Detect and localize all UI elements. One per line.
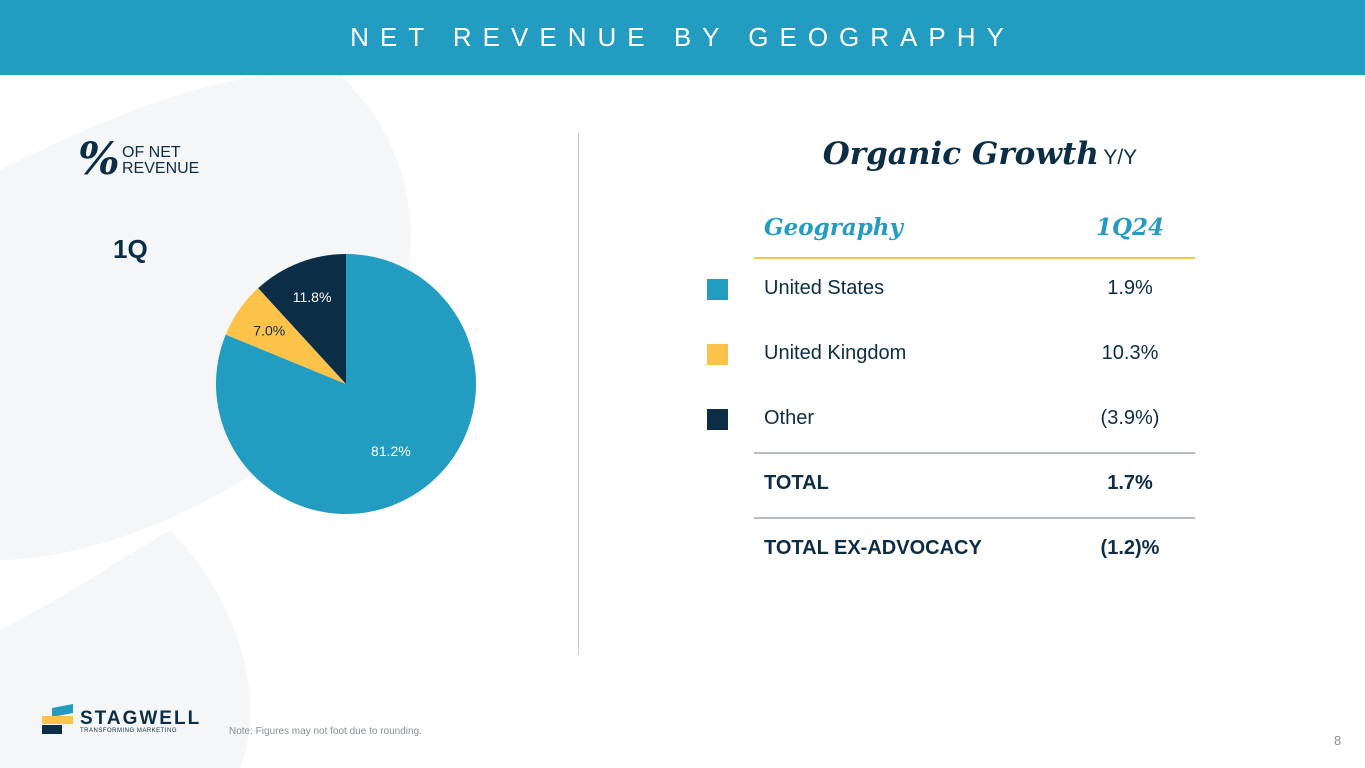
column-header-geography: Geography (764, 214, 903, 241)
pie-slice-uk (225, 288, 346, 384)
row-name: United States (764, 277, 885, 299)
organic-growth-suffix: Y/Y (1103, 146, 1138, 169)
total-rule (754, 452, 1195, 454)
total-ex-advocacy-value: (1.2)% (1100, 537, 1160, 559)
footnote: Note: Figures may not foot due to roundi… (229, 726, 422, 737)
column-header-1q24: 1Q24 (1095, 214, 1165, 241)
logo-tagline: TRANSFORMING MARKETING (80, 728, 178, 734)
vertical-divider (578, 133, 579, 655)
logo-wordmark: STAGWELL (80, 708, 202, 729)
pie-data-label: 7.0% (253, 322, 285, 338)
page-number: 8 (1334, 733, 1342, 748)
period-label: 1Q (113, 234, 148, 264)
total-value: 1.7% (1107, 472, 1153, 494)
total-label: TOTAL (764, 472, 829, 494)
legend-swatch-other (707, 409, 728, 430)
organic-growth-heading: Organic Growth (822, 136, 1099, 172)
total-ex-advocacy-row: TOTAL EX-ADVOCACY (1.2)% (706, 530, 1196, 570)
row-value: (3.9%) (1100, 407, 1160, 429)
row-value: 1.9% (1107, 277, 1153, 299)
percent-label: OF NET REVENUE (122, 144, 200, 177)
table-row: Other (3.9%) (706, 400, 1196, 440)
total-row: TOTAL 1.7% (706, 465, 1196, 505)
net-revenue-pie-chart: 81.2% 7.0% 11.8% (216, 254, 476, 514)
organic-growth-title: Organic Growth Y/Y (700, 136, 1260, 172)
row-value: 10.3% (1101, 342, 1159, 364)
header-bar: NET REVENUE BY GEOGRAPHY (0, 0, 1365, 75)
table-row: United States 1.9% (706, 270, 1196, 310)
legend-swatch-uk (707, 344, 728, 365)
total-ex-advocacy-rule (754, 517, 1195, 519)
row-name: United Kingdom (764, 342, 907, 364)
header-rule (754, 257, 1195, 259)
pie-data-label: 11.8% (293, 289, 332, 305)
percent-symbol: % (78, 134, 120, 185)
page-title: NET REVENUE BY GEOGRAPHY (350, 22, 1015, 52)
pie-slice-other (258, 254, 346, 384)
pie-data-label: 81.2% (371, 443, 411, 459)
total-ex-advocacy-label: TOTAL EX-ADVOCACY (764, 537, 982, 559)
legend-swatch-us (707, 279, 728, 300)
table-row: United Kingdom 10.3% (706, 335, 1196, 375)
stagwell-logo-icon (42, 704, 73, 734)
row-name: Other (764, 407, 815, 429)
